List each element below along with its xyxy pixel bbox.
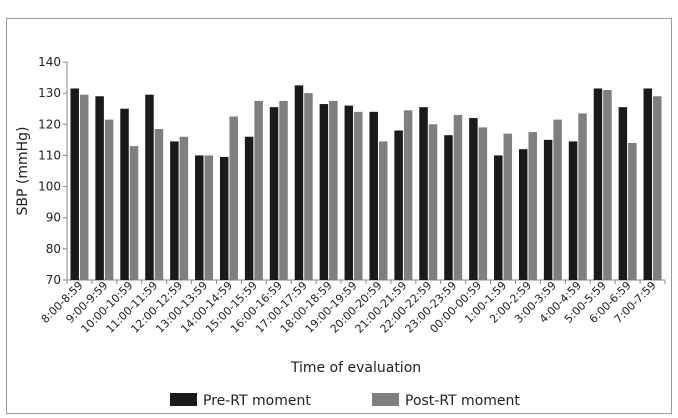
bar-pre-rt	[569, 141, 578, 280]
y-tick-label: 70	[46, 273, 61, 287]
y-tick-label: 110	[38, 148, 61, 162]
bar-pre-rt	[519, 149, 528, 280]
bar-pre-rt	[419, 107, 428, 280]
legend-swatch	[170, 393, 197, 406]
y-tick-label: 100	[38, 180, 61, 194]
y-tick-label: 120	[38, 117, 61, 131]
x-axis-title: Time of evaluation	[290, 360, 421, 376]
bar-pre-rt	[245, 137, 254, 280]
bar-post-rt	[180, 137, 189, 280]
bar-pre-rt	[320, 104, 329, 280]
bar-post-rt	[254, 101, 263, 280]
y-tick-label: 140	[38, 55, 61, 69]
bar-post-rt	[379, 141, 388, 280]
bar-post-rt	[205, 155, 214, 280]
bar-post-rt	[653, 96, 662, 280]
bar-post-rt	[429, 124, 438, 280]
bar-pre-rt	[220, 157, 229, 280]
bar-pre-rt	[544, 140, 553, 280]
bar-post-rt	[229, 117, 238, 281]
legend-label: Pre-RT moment	[203, 393, 311, 409]
bar-post-rt	[504, 134, 512, 280]
bar-pre-rt	[444, 135, 453, 280]
y-tick-label: 90	[46, 211, 61, 225]
bar-pre-rt	[494, 155, 503, 280]
bar-post-rt	[130, 146, 139, 280]
bar-post-rt	[553, 120, 562, 280]
bar-post-rt	[105, 120, 114, 280]
bar-post-rt	[454, 115, 463, 280]
bar-pre-rt	[594, 88, 603, 280]
bar-pre-rt	[394, 131, 403, 280]
legend-label: Post-RT moment	[405, 393, 520, 409]
bar-pre-rt	[95, 96, 104, 280]
bar-post-rt	[354, 112, 363, 280]
bar-post-rt	[528, 132, 537, 280]
bar-pre-rt	[270, 107, 279, 280]
bar-pre-rt	[120, 109, 128, 280]
bar-pre-rt	[145, 95, 154, 280]
bar-post-rt	[603, 90, 612, 280]
bar-post-rt	[304, 93, 313, 280]
bar-pre-rt	[70, 88, 79, 280]
bar-post-rt	[479, 127, 488, 280]
bar-pre-rt	[469, 118, 478, 280]
bar-post-rt	[279, 101, 288, 280]
y-axis-title: SBP (mmHg)	[15, 127, 31, 216]
bar-pre-rt	[195, 155, 204, 280]
bar-pre-rt	[619, 107, 628, 280]
bar-pre-rt	[170, 141, 179, 280]
bar-pre-rt	[644, 88, 653, 280]
bar-post-rt	[329, 101, 338, 280]
bar-post-rt	[80, 95, 89, 280]
bar-pre-rt	[345, 106, 354, 280]
y-tick-label: 130	[38, 86, 61, 100]
bar-post-rt	[404, 110, 413, 280]
legend-swatch	[372, 393, 399, 406]
bar-pre-rt	[369, 112, 378, 280]
y-tick-label: 80	[46, 242, 61, 256]
bar-post-rt	[155, 129, 164, 280]
bar-post-rt	[578, 113, 587, 280]
bar-post-rt	[628, 143, 637, 280]
bar-pre-rt	[295, 85, 304, 280]
